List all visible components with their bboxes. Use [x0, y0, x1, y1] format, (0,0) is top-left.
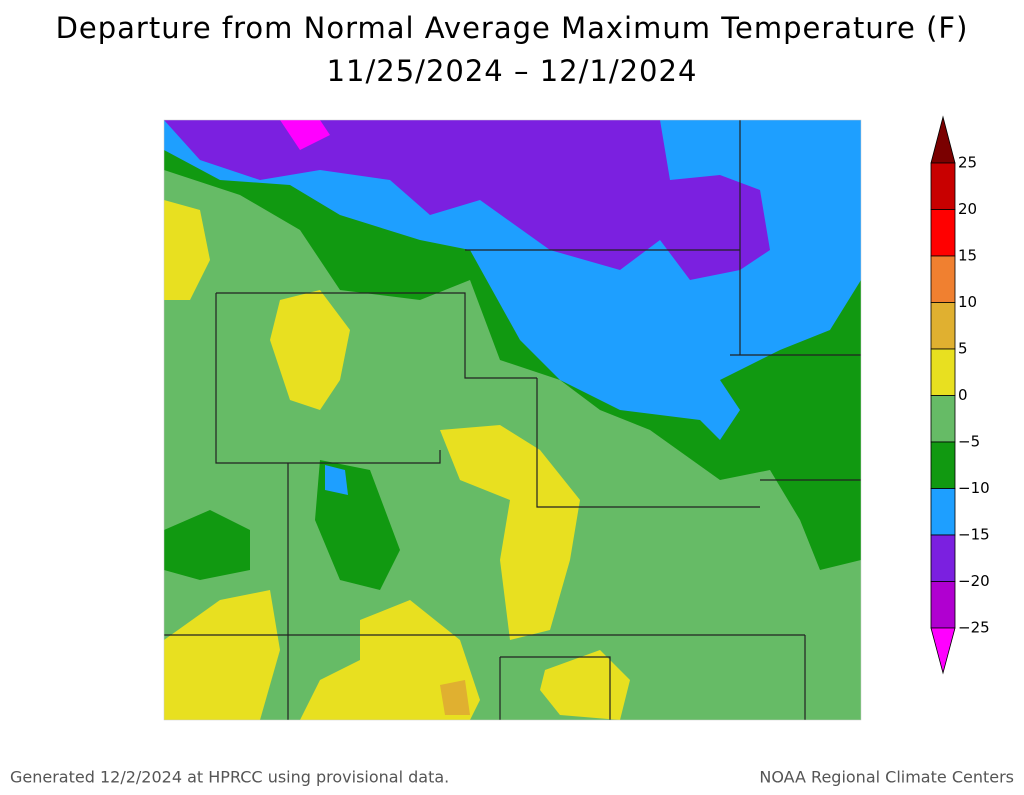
legend-label: −20 — [958, 572, 990, 590]
zone-yellow — [440, 425, 580, 640]
legend-arrow — [930, 115, 956, 164]
legend-label: −15 — [958, 526, 990, 544]
legend-swatch — [930, 534, 956, 582]
legend-label: −5 — [958, 433, 980, 451]
legend-swatch — [930, 302, 956, 350]
legend-label: 25 — [958, 154, 977, 172]
footer-right: NOAA Regional Climate Centers — [759, 768, 1014, 787]
zone-yellow — [540, 650, 630, 720]
subtitle: 11/25/2024 – 12/1/2024 — [327, 54, 698, 88]
zone-dark-green — [315, 460, 400, 590]
legend-label: 10 — [958, 293, 977, 311]
legend-label: −25 — [958, 619, 990, 637]
zone-orange — [440, 680, 470, 715]
map — [163, 119, 862, 721]
legend: 25 20 15 10 5 0 −5 −10 −15 −20 −25 — [930, 115, 990, 675]
state-borders — [164, 120, 861, 720]
legend-swatch — [930, 162, 956, 210]
legend-swatch — [930, 255, 956, 303]
legend-label: 15 — [958, 247, 977, 265]
legend-label: −10 — [958, 479, 990, 497]
zone-purple — [164, 120, 770, 280]
legend-swatch — [930, 348, 956, 396]
legend-swatch — [930, 488, 956, 536]
legend-arrow — [930, 627, 956, 675]
legend-swatch — [930, 209, 956, 257]
map-frame — [163, 119, 862, 721]
zone-magenta — [280, 120, 330, 150]
legend-swatch — [930, 581, 956, 629]
legend-label: 0 — [958, 386, 968, 404]
zone-blue — [325, 465, 348, 495]
legend-swatch — [930, 395, 956, 443]
legend-label: 5 — [958, 340, 968, 358]
footer-left: Generated 12/2/2024 at HPRCC using provi… — [10, 768, 449, 787]
legend-swatch — [930, 441, 956, 489]
zone-yellow — [300, 600, 480, 720]
zone-yellow — [164, 200, 210, 300]
zone-dark-green — [164, 510, 250, 580]
title: Departure from Normal Average Maximum Te… — [56, 11, 969, 45]
legend-label: 20 — [958, 200, 977, 218]
zone-yellow — [164, 590, 280, 720]
zone-yellow — [270, 290, 350, 410]
